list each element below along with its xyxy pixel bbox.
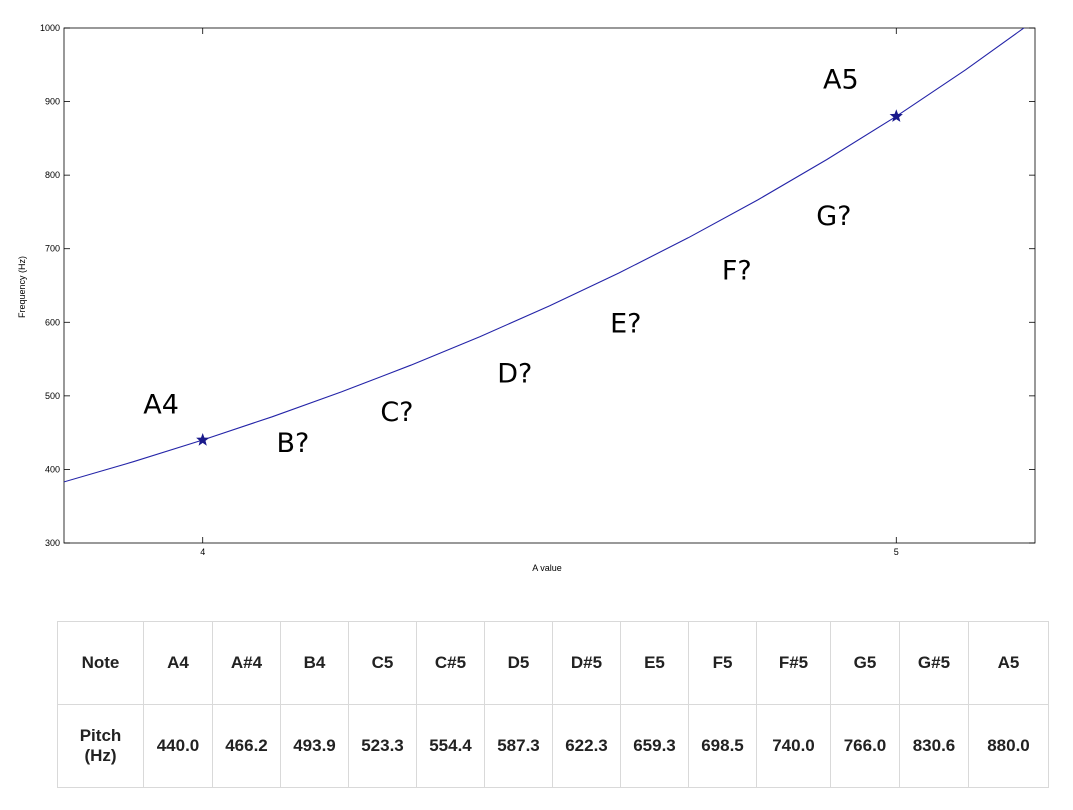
annotation-label: E?: [610, 309, 641, 340]
note-cell: C#5: [416, 621, 485, 705]
plot-area: 300 400 500 600 700 800 900 1000 4 5 A4 B? C? D? E? F? G…: [40, 23, 1036, 557]
annotation-label: A5: [823, 64, 859, 95]
note-cell: G5: [830, 621, 900, 705]
annotation-label: A4: [143, 390, 179, 421]
note-cell: D5: [484, 621, 553, 705]
pitch-table: Note A4 A#4 B4 C5 C#5 D5 D#5 E5 F5 F#5 G…: [57, 621, 1049, 788]
y-tick-label: 400: [45, 464, 60, 474]
pitch-cell: 523.3: [348, 704, 417, 788]
pitch-cell: 493.9: [280, 704, 349, 788]
series-line: [64, 28, 1025, 483]
note-cell: D#5: [552, 621, 621, 705]
pitch-cell: 554.4: [416, 704, 485, 788]
chart: 300 400 500 600 700 800 900 1000 4 5 A4 B? C? D? E? F? G…: [17, 23, 1036, 573]
annotation-label: G?: [816, 201, 851, 232]
annotation-label: D?: [497, 359, 532, 390]
annotation-label: F?: [722, 256, 752, 287]
y-tick-label: 800: [45, 170, 60, 180]
pitch-cell: 659.3: [620, 704, 689, 788]
plot-frame: [63, 27, 1036, 544]
x-tick-label: 4: [200, 547, 205, 557]
star-marker: [196, 433, 210, 446]
row-label-pitch: Pitch (Hz): [57, 704, 144, 788]
y-tick-label: 300: [45, 538, 60, 548]
row-label-note: Note: [57, 621, 144, 705]
y-tick-label: 1000: [40, 23, 60, 33]
pitch-cell: 766.0: [830, 704, 900, 788]
annotation-label: B?: [276, 428, 309, 459]
note-cell: A4: [143, 621, 213, 705]
note-cell: F5: [688, 621, 757, 705]
x-tick-label: 5: [894, 547, 899, 557]
pitch-cell: 830.6: [899, 704, 969, 788]
y-tick-label: 700: [45, 244, 60, 254]
note-cell: E5: [620, 621, 689, 705]
pitch-cell: 740.0: [756, 704, 831, 788]
note-cell: B4: [280, 621, 349, 705]
table-row-pitches: Pitch (Hz) 440.0 466.2 493.9 523.3 554.4…: [57, 704, 1049, 788]
note-cell: F#5: [756, 621, 831, 705]
note-cell: A#4: [212, 621, 281, 705]
pitch-cell: 587.3: [484, 704, 553, 788]
y-axis-title: Frequency (Hz): [17, 256, 27, 318]
note-cell: C5: [348, 621, 417, 705]
pitch-cell: 698.5: [688, 704, 757, 788]
x-axis-title: A value: [532, 563, 562, 573]
table-row-notes: Note A4 A#4 B4 C5 C#5 D5 D#5 E5 F5 F#5 G…: [57, 621, 1049, 705]
note-cell: A5: [968, 621, 1049, 705]
annotation-label: C?: [380, 397, 413, 428]
y-tick-label: 500: [45, 391, 60, 401]
pitch-cell: 622.3: [552, 704, 621, 788]
pitch-cell: 466.2: [212, 704, 281, 788]
y-tick-label: 600: [45, 317, 60, 327]
note-cell: G#5: [899, 621, 969, 705]
pitch-cell: 440.0: [143, 704, 213, 788]
star-marker: [889, 109, 903, 122]
pitch-cell: 880.0: [968, 704, 1049, 788]
y-tick-label: 900: [45, 97, 60, 107]
